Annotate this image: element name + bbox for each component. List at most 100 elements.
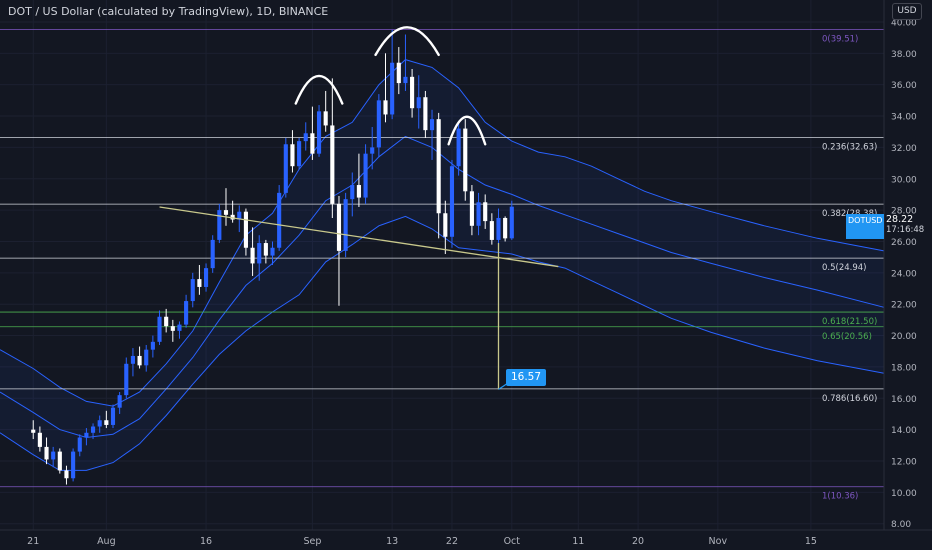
candle-body [164, 316, 169, 327]
candle-body [370, 147, 375, 154]
price-tick-label: 20.00 [891, 332, 917, 342]
target-price-callout[interactable]: 16.57 [506, 369, 546, 386]
candle-body [403, 76, 408, 84]
candle-body [503, 217, 508, 239]
candle-body [31, 429, 36, 433]
candle-body [356, 185, 361, 198]
band-middle-line [0, 135, 885, 439]
candle-body [71, 451, 76, 479]
fib-level-label: 0.5(24.94) [822, 263, 866, 273]
bar-countdown: 17:16:48 [886, 225, 925, 235]
candle-body [263, 243, 268, 256]
last-price-value: 28.22 [886, 214, 914, 225]
candle-body [64, 470, 69, 479]
candle-body [130, 355, 135, 364]
candle-body [57, 451, 62, 471]
price-tick-label: 22.00 [891, 301, 917, 311]
candle-body [277, 192, 282, 248]
candle-body [51, 451, 56, 460]
price-tick-label: 12.00 [891, 458, 917, 468]
symbol-price-tag: DOTUSD [846, 214, 884, 239]
candle-body [297, 141, 302, 167]
price-tick-label: 32.00 [891, 144, 917, 154]
candle-body [190, 279, 195, 302]
price-tick-label: 36.00 [891, 81, 917, 91]
candle-body [416, 97, 421, 109]
candle-body [270, 247, 275, 256]
pattern-arc [374, 26, 440, 57]
candle-body [443, 213, 448, 237]
candle-body [410, 76, 415, 109]
candle-body [489, 221, 494, 240]
price-tick-label: 24.00 [891, 269, 917, 279]
candle-body [157, 316, 162, 342]
chart-title: DOT / US Dollar (calculated by TradingVi… [8, 5, 329, 18]
candle-body [124, 363, 129, 396]
candle-body [203, 268, 209, 287]
candle-body [257, 243, 262, 264]
candle-body [336, 203, 342, 251]
time-tick-label: Sep [303, 536, 321, 547]
candle-body [170, 326, 175, 331]
candle-body [350, 185, 355, 200]
candle-body [476, 202, 481, 226]
pattern-arc [294, 74, 344, 105]
pattern-arc [447, 115, 487, 146]
fib-level-label: 0.618(21.50) [822, 317, 877, 327]
candle-body [423, 97, 428, 131]
candle-body [177, 324, 182, 331]
candle-body [184, 301, 189, 325]
candle-body [197, 279, 202, 287]
candle-body [230, 214, 235, 220]
candle-body [250, 247, 255, 264]
fib-level-label: 0.65(20.56) [822, 332, 872, 342]
drawings[interactable] [159, 26, 559, 390]
symbol-label: DOTUSD [848, 216, 883, 225]
fib-level-label: 0.786(16.60) [822, 394, 877, 404]
price-tick-label: 38.00 [891, 50, 917, 60]
candle-body [117, 395, 122, 408]
time-tick-label: 16 [200, 536, 212, 547]
candle-body [210, 239, 215, 269]
candle-body [390, 62, 395, 115]
candle-body [496, 217, 501, 240]
candle-body [104, 420, 109, 425]
price-tick-label: 30.00 [891, 175, 917, 185]
candle-body [449, 166, 455, 237]
candle-body [290, 144, 295, 167]
candle-body [110, 407, 116, 425]
candle-body [463, 128, 468, 192]
price-tick-label: 16.00 [891, 395, 917, 405]
last-price-label: 28.22 17:16:48 [886, 214, 924, 236]
time-tick-label: 11 [572, 536, 584, 547]
candle-body [37, 432, 42, 447]
candle-body [383, 100, 388, 115]
price-tick-label: 34.00 [891, 113, 917, 123]
candle-body [223, 210, 229, 215]
candle-body [310, 133, 315, 154]
candle-body [137, 355, 142, 366]
candle-body [44, 446, 49, 460]
candle-body [144, 349, 149, 366]
candle-body [150, 341, 155, 350]
candle-body [77, 437, 82, 452]
currency-button[interactable]: USD [892, 3, 922, 20]
price-tick-label: 40.00 [891, 18, 917, 28]
price-tick-label: 28.00 [891, 207, 917, 217]
candle-body [303, 133, 308, 142]
candle-body [376, 100, 381, 148]
candle-body [343, 199, 348, 251]
neckline [159, 206, 559, 268]
candle-body [483, 202, 488, 222]
fib-level-label: 0(39.51) [822, 35, 858, 45]
time-tick-label: 20 [632, 536, 644, 547]
candles [31, 29, 514, 485]
time-tick-label: 13 [386, 536, 398, 547]
time-tick-label: Aug [97, 536, 116, 547]
price-tick-label: 18.00 [891, 363, 917, 373]
candle-body [323, 111, 328, 126]
band-fill [0, 59, 884, 471]
